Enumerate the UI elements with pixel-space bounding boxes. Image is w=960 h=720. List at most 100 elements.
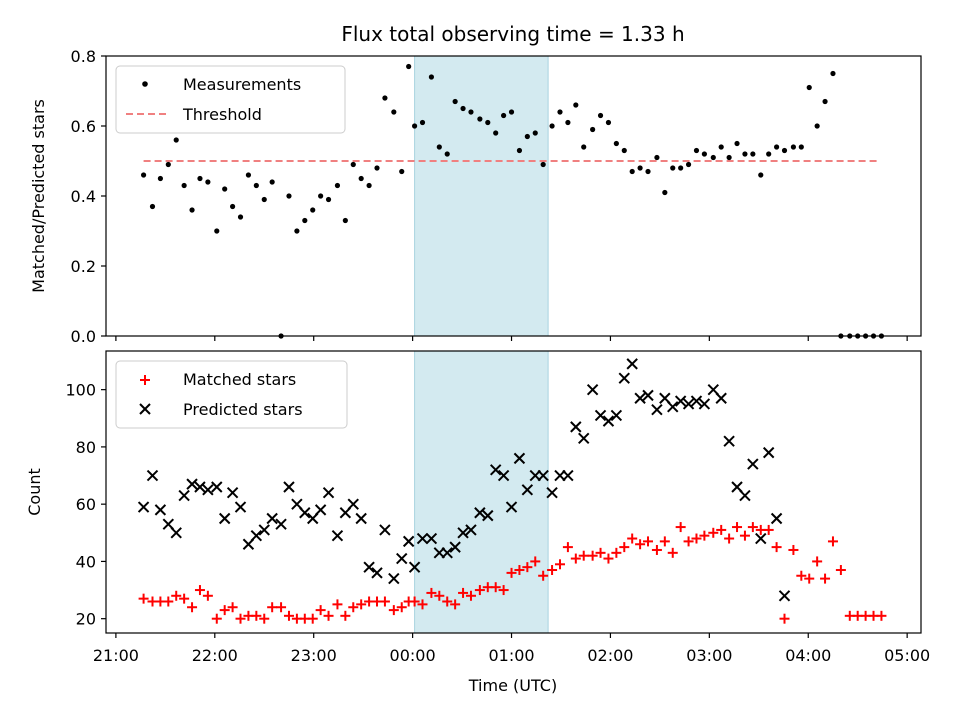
matched-point	[417, 599, 428, 610]
measurement-point	[581, 144, 587, 150]
ratio-y-tick-label: 0.4	[71, 187, 96, 206]
measurement-point	[382, 95, 388, 101]
measurement-point	[197, 175, 203, 182]
measurement-point	[726, 154, 732, 161]
predicted-point	[482, 509, 494, 522]
matched-point	[570, 553, 581, 564]
matched-point	[587, 550, 598, 561]
x-tick-label: 21:00	[93, 646, 139, 665]
matched-point	[547, 565, 558, 576]
matched-point	[627, 533, 638, 544]
measurement-point	[734, 140, 740, 147]
matched-point	[747, 522, 758, 533]
measurement-point	[557, 109, 563, 115]
predicted-point	[408, 561, 421, 573]
matched-point	[691, 533, 702, 544]
matched-point	[179, 593, 190, 604]
x-tick-label: 23:00	[291, 646, 337, 665]
measurement-point	[621, 147, 627, 154]
measurement-point	[532, 130, 538, 136]
measurement-point	[189, 207, 195, 213]
matched-point	[235, 613, 246, 624]
matched-point	[340, 610, 351, 621]
measurement-point	[468, 109, 474, 115]
predicted-point	[682, 398, 695, 410]
predicted-point	[371, 567, 383, 579]
predicted-point	[634, 392, 646, 404]
measurement-point	[310, 207, 316, 213]
measurement-point	[501, 112, 507, 119]
matched-point	[771, 542, 782, 553]
legend-marker-measurements	[142, 81, 148, 87]
count-panel: 20 40 60 80 100 21:00 22:00 23:00 00:00 01:00 02:…	[25, 350, 930, 695]
predicted-point	[505, 501, 518, 513]
measurement-point	[806, 84, 812, 91]
predicted-point	[202, 484, 214, 496]
ratio-shaded-region	[414, 55, 549, 337]
measurement-point	[374, 165, 380, 171]
count-y-tick-label: 20	[76, 610, 96, 629]
matched-point	[804, 573, 815, 584]
predicted-point	[234, 501, 247, 513]
x-axis-label: Time (UTC)	[468, 676, 557, 695]
predicted-point	[762, 446, 775, 459]
predicted-point	[170, 527, 182, 539]
measurement-point	[214, 228, 220, 234]
measurement-point	[419, 119, 426, 126]
measurement-point	[662, 189, 668, 196]
matched-point	[171, 590, 182, 601]
measurement-point	[701, 151, 707, 157]
predicted-point	[379, 524, 391, 536]
predicted-point	[211, 481, 223, 493]
matched-point	[506, 567, 517, 578]
predicted-point	[537, 469, 549, 482]
matched-point	[379, 596, 390, 607]
count-y-axis-label: Count	[25, 468, 44, 516]
measurement-point	[366, 182, 372, 189]
measurement-point	[411, 123, 418, 129]
matched-point	[611, 547, 622, 558]
measurement-point	[205, 179, 211, 185]
count-legend: Matched stars Predicted stars	[115, 360, 348, 429]
predicted-point	[396, 552, 408, 565]
measurement-point	[140, 172, 147, 178]
predicted-point	[250, 529, 263, 542]
measurement-point	[645, 168, 651, 175]
ratio-y-tick-label: 0.2	[71, 257, 96, 276]
measurement-point	[549, 123, 555, 129]
matched-point	[635, 539, 646, 550]
measurement-point	[165, 161, 171, 168]
count-y-tick-label: 60	[76, 495, 96, 514]
matched-point	[812, 556, 823, 567]
measurement-point	[605, 119, 612, 126]
legend-label-predicted: Predicted stars	[183, 400, 303, 419]
matched-point	[835, 565, 846, 576]
matched-point	[724, 533, 735, 544]
predicted-point	[690, 395, 703, 407]
predicted-point	[651, 403, 663, 416]
predicted-point	[610, 409, 623, 422]
measurement-point	[358, 175, 364, 182]
matched-point	[643, 536, 654, 547]
predicted-point	[562, 469, 574, 482]
count-legend-box	[115, 360, 348, 429]
x-tick-label: 04:00	[785, 646, 831, 665]
measurement-point	[406, 63, 412, 70]
count-y-tick-label: 80	[76, 438, 96, 457]
predicted-point	[355, 512, 367, 525]
measurement-point	[428, 74, 435, 80]
x-tick-label: 05:00	[884, 646, 930, 665]
matched-point	[708, 527, 719, 538]
matched-point	[675, 522, 686, 533]
predicted-point	[137, 501, 150, 513]
measurement-point	[629, 168, 635, 175]
predicted-point	[513, 452, 526, 465]
measurement-point	[460, 105, 466, 112]
predicted-point	[723, 435, 735, 447]
matched-point	[356, 599, 367, 610]
legend-label-threshold: Threshold	[182, 105, 262, 124]
predicted-point	[586, 383, 599, 396]
legend-label-measurements: Measurements	[183, 75, 301, 94]
legend-marker-predicted	[139, 403, 151, 415]
